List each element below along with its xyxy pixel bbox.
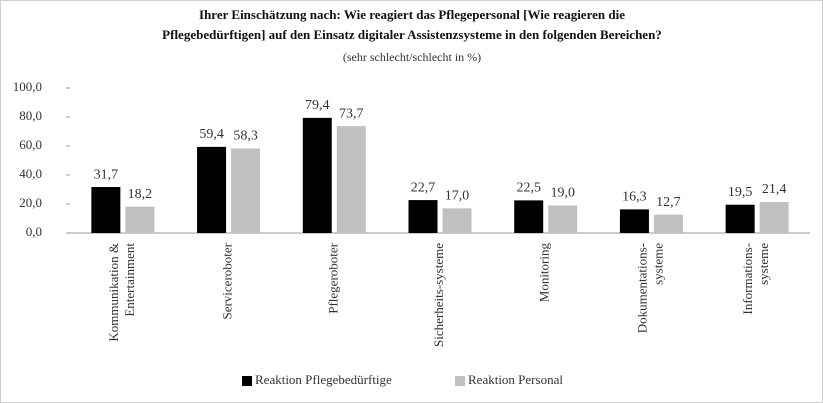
value-label: 58,3 bbox=[233, 129, 258, 144]
bar bbox=[442, 208, 472, 233]
chart-subtitle: (sehr schlecht/schlecht in %) bbox=[343, 50, 481, 64]
y-tick-label: 100,0 bbox=[13, 79, 42, 94]
chart-title: Ihrer Einschätzung nach: Wie reagiert da… bbox=[162, 7, 662, 42]
bar bbox=[408, 200, 438, 233]
value-label: 31,7 bbox=[94, 167, 119, 182]
bar bbox=[619, 209, 649, 233]
legend-swatch bbox=[455, 376, 465, 386]
x-tick-label: Serviceroboter bbox=[220, 242, 235, 319]
bar bbox=[197, 146, 227, 233]
value-label: 18,2 bbox=[128, 187, 153, 202]
bar bbox=[548, 205, 578, 233]
legend-label: Reaktion Personal bbox=[468, 372, 563, 387]
bar bbox=[725, 204, 755, 233]
value-label: 22,7 bbox=[411, 180, 436, 195]
value-label: 19,0 bbox=[550, 186, 575, 201]
value-label: 22,5 bbox=[516, 181, 541, 196]
bar bbox=[653, 214, 683, 233]
bar bbox=[302, 117, 332, 233]
y-tick-label: 40,0 bbox=[19, 166, 42, 181]
value-label: 73,7 bbox=[339, 106, 364, 121]
value-label: 19,5 bbox=[728, 185, 753, 200]
x-tick-label: Informations-systeme bbox=[740, 243, 771, 315]
y-tick-label: 20,0 bbox=[19, 195, 42, 210]
y-tick-label: 80,0 bbox=[19, 108, 42, 123]
legend-swatch bbox=[242, 376, 252, 386]
x-tick-label: Pflegeroboter bbox=[325, 242, 340, 313]
bar bbox=[125, 206, 155, 233]
x-tick-label: Monitoring bbox=[537, 243, 552, 303]
value-label: 16,3 bbox=[622, 190, 647, 205]
legend-label: Reaktion Pflegebedürftige bbox=[255, 372, 392, 387]
bar bbox=[91, 187, 121, 233]
value-label: 59,4 bbox=[199, 127, 224, 142]
x-tick-label: Sicherheits-systeme bbox=[431, 243, 446, 347]
bar bbox=[759, 201, 789, 233]
bar bbox=[514, 200, 544, 233]
value-label: 12,7 bbox=[656, 195, 681, 210]
y-tick-label: 0,0 bbox=[26, 224, 42, 239]
value-label: 21,4 bbox=[762, 182, 787, 197]
value-label: 79,4 bbox=[305, 98, 330, 113]
y-tick-label: 60,0 bbox=[19, 137, 42, 152]
x-tick-label: Kommunikation &Entertainment bbox=[106, 243, 137, 342]
bar bbox=[231, 148, 261, 233]
x-tick-label: Dokumentations-systeme bbox=[634, 243, 665, 333]
bar bbox=[336, 126, 366, 233]
value-label: 17,0 bbox=[445, 189, 470, 204]
